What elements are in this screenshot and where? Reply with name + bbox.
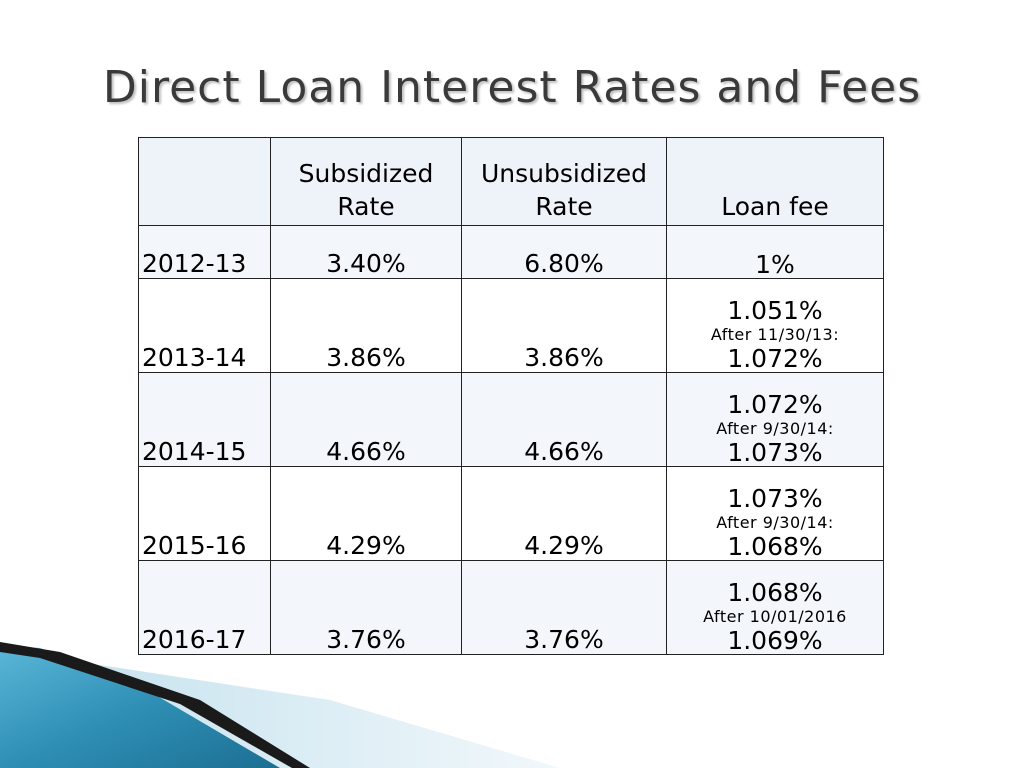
subsidized-rate-cell: 3.86% <box>270 278 462 373</box>
year-cell: 2016-17 <box>138 560 271 655</box>
year-cell: 2013-14 <box>138 278 271 373</box>
year-cell: 2012-13 <box>138 225 271 279</box>
header-subsidized-line1: Subsidized <box>298 159 434 188</box>
year-cell: 2015-16 <box>138 466 271 561</box>
swoosh-blue-band <box>0 645 280 768</box>
table-row: 2014-15 4.66% 4.66% 1.072% After 9/30/14… <box>138 372 884 467</box>
unsubsidized-rate-cell: 3.86% <box>461 278 667 373</box>
loan-fee-after-value: 1.072% <box>727 343 823 373</box>
decorative-swoosh <box>0 642 560 768</box>
table-row: 2016-17 3.76% 3.76% 1.068% After 10/01/2… <box>138 560 884 655</box>
subsidized-rate-cell: 4.66% <box>270 372 462 467</box>
loan-fee-after-value: 1.069% <box>727 625 823 655</box>
header-cell-loan-fee: Loan fee <box>666 137 884 226</box>
table-header-row: Subsidized Rate Unsubsidized Rate Loan f… <box>138 137 884 226</box>
table-row: 2012-13 3.40% 6.80% 1% <box>138 225 884 279</box>
unsubsidized-rate-cell: 6.80% <box>461 225 667 279</box>
rates-table: Subsidized Rate Unsubsidized Rate Loan f… <box>138 137 884 655</box>
swoosh-dark-stripe <box>0 642 310 768</box>
subsidized-rate-cell: 3.76% <box>270 560 462 655</box>
header-cell-subsidized: Subsidized Rate <box>270 137 462 226</box>
loan-fee-after-value: 1.068% <box>727 531 823 561</box>
loan-fee-after-value: 1.073% <box>727 437 823 467</box>
header-cell-unsubsidized: Unsubsidized Rate <box>461 137 667 226</box>
loan-fee-value: 1.073% <box>727 483 823 513</box>
unsubsidized-rate-cell: 3.76% <box>461 560 667 655</box>
swoosh-pale-band <box>80 662 560 768</box>
loan-fee-value: 1.051% <box>727 295 823 325</box>
header-subsidized-line2: Rate <box>337 192 395 221</box>
header-unsubsidized-line2: Rate <box>535 192 593 221</box>
loan-fee-cell: 1% <box>666 225 884 279</box>
subsidized-rate-cell: 4.29% <box>270 466 462 561</box>
loan-fee-cell: 1.073% After 9/30/14: 1.068% <box>666 466 884 561</box>
header-cell-empty <box>138 137 271 226</box>
slide-title: Direct Loan Interest Rates and Fees <box>102 62 922 113</box>
unsubsidized-rate-cell: 4.66% <box>461 372 667 467</box>
table-row: 2013-14 3.86% 3.86% 1.051% After 11/30/1… <box>138 278 884 373</box>
loan-fee-cell: 1.068% After 10/01/2016 1.069% <box>666 560 884 655</box>
unsubsidized-rate-cell: 4.29% <box>461 466 667 561</box>
loan-fee-cell: 1.051% After 11/30/13: 1.072% <box>666 278 884 373</box>
loan-fee-note: After 9/30/14: <box>716 418 834 438</box>
header-unsubsidized-line1: Unsubsidized <box>480 159 648 188</box>
loan-fee-note: After 10/01/2016 <box>703 606 847 626</box>
subsidized-rate-cell: 3.40% <box>270 225 462 279</box>
loan-fee-note: After 9/30/14: <box>716 512 834 532</box>
loan-fee-value: 1.068% <box>727 577 823 607</box>
loan-fee-cell: 1.072% After 9/30/14: 1.073% <box>666 372 884 467</box>
loan-fee-value: 1.072% <box>727 389 823 419</box>
table-row: 2015-16 4.29% 4.29% 1.073% After 9/30/14… <box>138 466 884 561</box>
loan-fee-note: After 11/30/13: <box>710 324 840 344</box>
year-cell: 2014-15 <box>138 372 271 467</box>
